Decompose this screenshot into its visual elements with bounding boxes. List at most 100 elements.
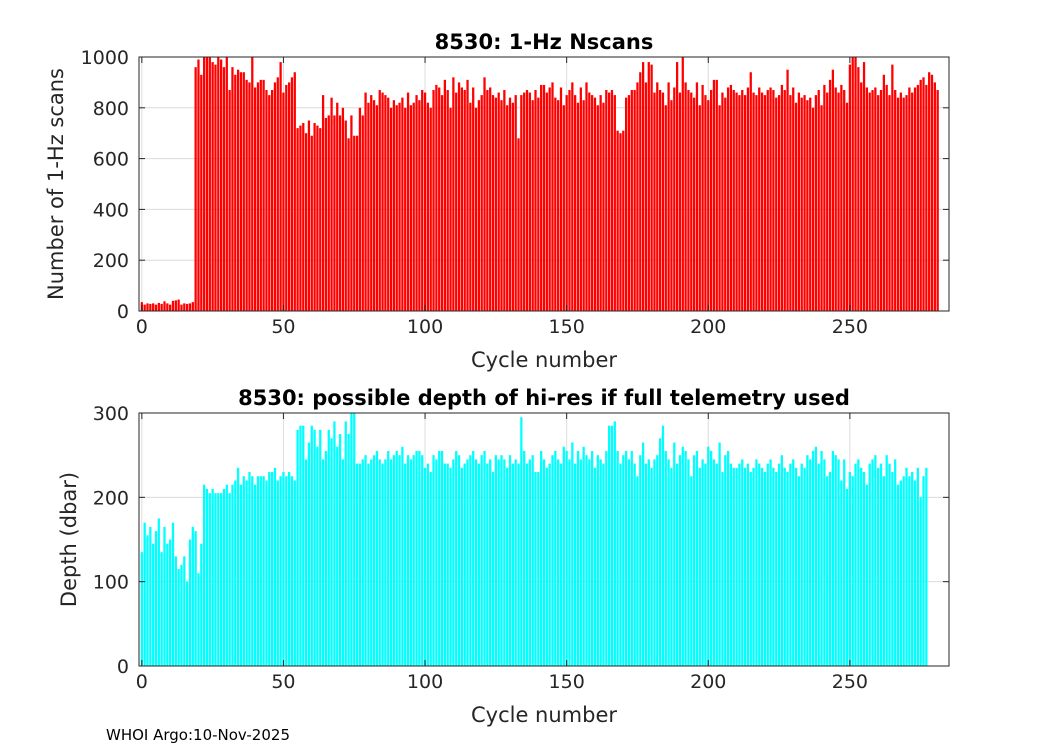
- bar: [874, 87, 877, 311]
- bar: [525, 90, 529, 311]
- bar: [925, 467, 928, 666]
- bar: [463, 463, 466, 666]
- bar: [421, 455, 424, 666]
- bar: [483, 77, 486, 311]
- bar: [551, 455, 554, 666]
- bar: [673, 87, 676, 311]
- bar: [200, 74, 203, 311]
- bar: [160, 303, 163, 311]
- bar: [392, 455, 396, 666]
- bar: [152, 303, 155, 311]
- bar: [792, 459, 795, 666]
- bar: [746, 463, 750, 666]
- bar: [707, 446, 710, 666]
- bar: [341, 459, 345, 666]
- bar: [248, 82, 251, 311]
- y-tick-label: 200: [93, 487, 129, 509]
- bar: [146, 535, 149, 666]
- bar: [160, 552, 163, 666]
- bar: [806, 100, 809, 311]
- bar: [503, 459, 506, 666]
- bar: [310, 135, 313, 311]
- bar: [755, 459, 758, 666]
- bar: [347, 138, 350, 311]
- bar: [511, 463, 514, 666]
- bar: [599, 459, 602, 666]
- bar: [701, 459, 704, 666]
- bar: [531, 455, 534, 666]
- axes-box: [138, 412, 950, 667]
- x-tick-label: 0: [136, 671, 148, 693]
- bar: [721, 472, 724, 666]
- bar: [605, 450, 608, 666]
- bar: [542, 84, 546, 311]
- bar: [358, 107, 362, 311]
- bar: [389, 459, 393, 666]
- bar: [843, 90, 846, 311]
- bar: [191, 526, 194, 666]
- bar: [741, 459, 744, 666]
- bar: [338, 434, 342, 666]
- bar: [508, 455, 512, 666]
- x-axis-label: Cycle number: [471, 703, 617, 727]
- bar: [163, 301, 166, 311]
- bar: [409, 105, 413, 311]
- bar: [293, 72, 296, 311]
- bar: [154, 531, 158, 666]
- bar: [381, 92, 384, 311]
- bar: [625, 97, 628, 311]
- bar: [726, 87, 730, 311]
- bar: [610, 425, 614, 666]
- bar: [528, 92, 531, 311]
- bar: [608, 425, 611, 666]
- bar: [814, 95, 818, 311]
- bar: [239, 72, 243, 311]
- y-tick-label: 800: [93, 98, 129, 120]
- bar: [885, 455, 888, 666]
- bar: [523, 92, 526, 311]
- bar: [928, 72, 931, 311]
- bar: [262, 476, 265, 666]
- bar: [576, 102, 580, 311]
- bar: [709, 450, 713, 666]
- bar: [375, 105, 379, 311]
- bar: [777, 95, 781, 311]
- bar: [862, 62, 866, 311]
- bar: [225, 484, 228, 666]
- bar: [186, 303, 189, 311]
- bar: [576, 450, 580, 666]
- x-tick-label: 50: [271, 316, 295, 338]
- bar: [406, 455, 410, 666]
- bar: [299, 425, 302, 666]
- bar: [174, 556, 177, 666]
- bar: [800, 97, 803, 311]
- bar: [423, 467, 427, 666]
- bar: [540, 84, 543, 311]
- bar: [775, 97, 778, 311]
- bar: [304, 133, 308, 311]
- bar: [591, 450, 594, 666]
- bar: [415, 450, 418, 666]
- bar: [307, 120, 311, 311]
- bar: [913, 87, 917, 311]
- bar: [667, 459, 670, 666]
- bar: [633, 463, 636, 666]
- bar: [217, 57, 220, 311]
- bar: [350, 413, 353, 666]
- y-axis-label: Number of 1-Hz scans: [44, 68, 68, 300]
- bar: [690, 476, 693, 666]
- bar: [188, 303, 192, 311]
- bar: [718, 105, 721, 311]
- bar: [214, 64, 217, 311]
- bar: [591, 95, 594, 311]
- bar: [922, 77, 925, 311]
- y-tick-label: 200: [93, 250, 129, 272]
- bar: [477, 463, 480, 666]
- bar: [256, 82, 260, 311]
- bar: [823, 84, 826, 311]
- bar: [687, 90, 690, 311]
- bar: [251, 476, 254, 666]
- bar: [483, 450, 486, 666]
- bar: [183, 303, 186, 311]
- bar: [313, 429, 316, 666]
